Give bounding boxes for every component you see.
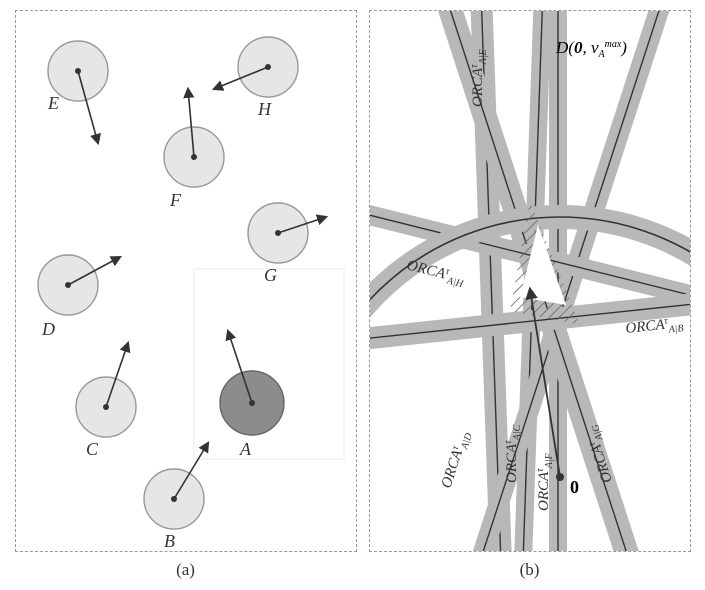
agent-label-B: B xyxy=(164,531,175,551)
agent-label-H: H xyxy=(257,99,272,119)
agent-label-D: D xyxy=(41,319,55,339)
agent-label-G: G xyxy=(264,265,277,285)
orca-label-D: ORCAτA|D xyxy=(437,428,474,491)
left-diagram: E H F G D C B A xyxy=(16,11,356,551)
caption-b: (b) xyxy=(520,560,540,580)
agent-label-A: A xyxy=(239,439,252,459)
right-diagram: 0D(0, vAmax)ORCAτA|EORCAτA|CORCAτA|FORCA… xyxy=(370,11,690,551)
origin-label: 0 xyxy=(570,477,579,497)
panel-left: E H F G D C B A xyxy=(15,10,357,552)
agent-label-E: E xyxy=(47,93,59,113)
agent-label-F: F xyxy=(169,190,182,210)
panel-right: 0D(0, vAmax)ORCAτA|EORCAτA|CORCAτA|FORCA… xyxy=(369,10,691,552)
origin-dot xyxy=(556,473,564,481)
big-circle-label: D(0, vAmax) xyxy=(555,38,627,60)
caption-a: (a) xyxy=(176,560,195,580)
agent-label-C: C xyxy=(86,439,99,459)
